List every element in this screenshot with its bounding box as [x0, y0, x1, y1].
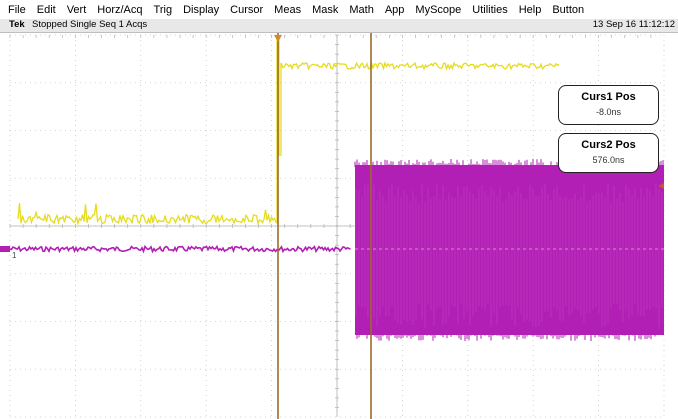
waveform-display[interactable]: 1 Curs1 Pos -8.0ns Curs2 Pos 576.0ns — [0, 33, 678, 419]
ch2-burst-texture — [355, 183, 663, 328]
menu-cursor[interactable]: Cursor — [230, 3, 264, 16]
menu-file[interactable]: File — [8, 3, 26, 16]
trigger-level-marker-icon — [658, 183, 664, 189]
curs1-readout[interactable]: Curs1 Pos -8.0ns — [558, 85, 659, 125]
date-time: 13 Sep 16 11:12:12 — [592, 19, 675, 30]
menu-display[interactable]: Display — [183, 3, 220, 16]
curs2-readout[interactable]: Curs2 Pos 576.0ns — [558, 133, 659, 173]
ch2-waveform — [0, 159, 664, 341]
menu-trig[interactable]: Trig — [153, 3, 173, 16]
menu-mask[interactable]: Mask — [312, 3, 339, 16]
curs1-value: -8.0ns — [595, 107, 621, 117]
curs1-label: Curs1 Pos — [581, 91, 636, 103]
ch2-burst-bottom-edge — [354, 333, 664, 341]
curs2-value: 576.0ns — [592, 155, 625, 165]
ch2-burst-envelope — [355, 165, 664, 335]
ch2-baseline-segment — [9, 244, 351, 254]
menu-button[interactable]: Button — [552, 3, 585, 16]
menu-edit[interactable]: Edit — [36, 3, 56, 16]
menu-vert[interactable]: Vert — [66, 3, 87, 16]
menu-utilities[interactable]: Utilities — [472, 3, 508, 16]
status-bar: Tek Stopped Single Seq 1 Acqs 13 Sep 16 … — [0, 19, 678, 33]
menu-app[interactable]: App — [384, 3, 405, 16]
ch1-step-waveform — [17, 37, 560, 226]
menu-math[interactable]: Math — [349, 3, 374, 16]
menu-myscope[interactable]: MyScope — [415, 3, 462, 16]
ch2-ground-marker-icon — [0, 246, 10, 252]
cursor-lines[interactable] — [274, 33, 372, 419]
ch1-waveform — [17, 37, 664, 226]
acquisition-status: Stopped Single Seq 1 Acqs — [32, 19, 148, 30]
graticule-canvas — [0, 33, 665, 419]
curs2-label: Curs2 Pos — [581, 139, 636, 151]
brand-logo-text: Tek — [9, 19, 25, 30]
menu-help[interactable]: Help — [518, 3, 542, 16]
trigger-position-icon — [274, 35, 282, 42]
menu-horz-acq[interactable]: Horz/Acq — [97, 3, 143, 16]
menu-bar: File Edit Vert Horz/Acq Trig Display Cur… — [0, 0, 678, 19]
menu-meas[interactable]: Meas — [274, 3, 302, 16]
ch1-ground-marker: 1 — [12, 251, 17, 260]
